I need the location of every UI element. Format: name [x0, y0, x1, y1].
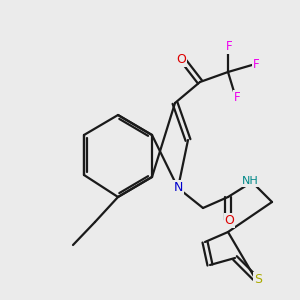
Text: F: F — [234, 91, 241, 104]
Text: S: S — [254, 273, 262, 286]
Text: F: F — [253, 58, 260, 71]
Text: O: O — [177, 53, 186, 66]
Text: O: O — [225, 214, 234, 227]
Text: NH: NH — [242, 176, 259, 186]
Text: N: N — [173, 181, 183, 194]
Text: F: F — [226, 40, 233, 53]
